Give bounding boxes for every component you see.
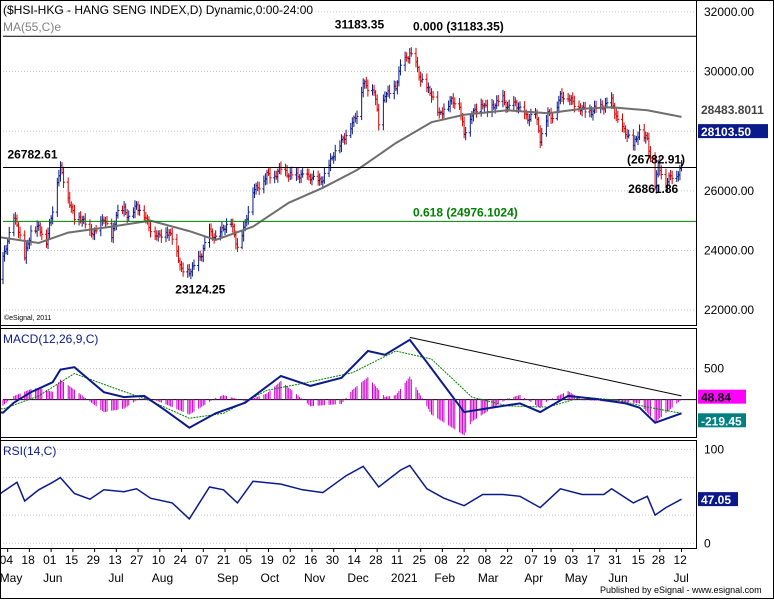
- x-tick-day: 30: [326, 553, 340, 567]
- macd-indicator-label: MACD(12,26,9,C): [3, 332, 98, 346]
- x-tick-day: 17: [587, 553, 601, 567]
- macd-panel: MACD(12,26,9,C): [0, 332, 682, 436]
- hline-label-1: (26782.91): [627, 152, 685, 166]
- x-tick-day: 25: [413, 553, 427, 567]
- price-annotation: 26861.86: [628, 182, 678, 196]
- x-tick-day: 28: [369, 553, 383, 567]
- macd-tag-signal-bg: [698, 389, 746, 404]
- macd-line: [0, 338, 682, 429]
- x-tick-day: 29: [87, 553, 101, 567]
- rsi-tag: 47.05: [701, 493, 731, 507]
- x-tick-month: Jun: [608, 571, 627, 585]
- x-tick-month: Nov: [304, 571, 325, 585]
- price-ytick-label: 26000.00: [704, 184, 754, 198]
- x-tick-day: 19: [260, 553, 274, 567]
- x-tick-month: Jul: [108, 571, 123, 585]
- x-tick-month: Feb: [434, 571, 455, 585]
- price-tag-close: 28103.50: [701, 125, 751, 139]
- x-tick-day: 22: [500, 553, 514, 567]
- x-tick-day: 02: [282, 553, 296, 567]
- x-tick-month: Sep: [217, 571, 239, 585]
- macd-ytick-label: 500: [704, 361, 724, 375]
- x-tick-day: 21: [217, 553, 231, 567]
- axis-layer: 22000.0024000.0026000.0028000.0030000.00…: [0, 5, 768, 585]
- macd-tag-macd-bg: [698, 413, 746, 428]
- x-tick-day: 19: [543, 553, 557, 567]
- ma-indicator-label: MA(55,C)e: [3, 20, 61, 34]
- x-tick-day: 27: [130, 553, 144, 567]
- x-tick-month: Dec: [347, 571, 368, 585]
- x-tick-day: 22: [456, 553, 470, 567]
- x-tick-day: 07: [195, 553, 209, 567]
- x-tick-month: May: [565, 571, 588, 585]
- rsi-tag-bg: [698, 492, 738, 507]
- rsi-ytick-label: 100: [704, 442, 724, 456]
- x-tick-month: Apr: [524, 571, 543, 585]
- x-tick-day: 05: [239, 553, 253, 567]
- rsi-panel: RSI(14,C): [0, 444, 682, 521]
- x-tick-day: 07: [524, 553, 538, 567]
- price-ytick-label: 30000.00: [704, 65, 754, 79]
- x-tick-day: 16: [304, 553, 318, 567]
- x-tick-month: Aug: [152, 571, 173, 585]
- ma55-line: [0, 106, 682, 245]
- rsi-indicator-label: RSI(14,C): [3, 444, 56, 458]
- price-chart-title: ($HSI-HKG - HANG SENG INDEX,D) Dynamic,0…: [3, 3, 313, 17]
- price-ytick-label: 32000.00: [704, 5, 754, 19]
- x-tick-month: Jun: [43, 571, 62, 585]
- price-ytick-label: 24000.00: [704, 243, 754, 257]
- x-tick-day: 28: [652, 553, 666, 567]
- x-tick-day: 12: [673, 553, 687, 567]
- price-tag-close-bg: [698, 124, 768, 139]
- macd-tag-macd: -219.45: [701, 414, 742, 428]
- hline-label-0: 0.000 (31183.35): [413, 19, 504, 33]
- x-tick-day: 08: [434, 553, 448, 567]
- price-panel: 0.000 (31183.35) (26782.91) 0.618 (24976.1…: [0, 3, 697, 322]
- x-tick-month: May: [0, 571, 22, 585]
- rsi-ytick-label: 0: [704, 536, 711, 550]
- price-annotation: 26782.61: [7, 147, 57, 161]
- hline-label-2: 0.618 (24976.1024): [413, 205, 518, 219]
- macd-trendline: [409, 336, 682, 397]
- x-tick-month: Mar: [478, 571, 499, 585]
- x-tick-month: Jul: [673, 571, 688, 585]
- x-tick-day: 08: [478, 553, 492, 567]
- x-tick-day: 11: [391, 553, 404, 567]
- price-ytick-label: 22000.00: [704, 303, 754, 317]
- macd-signal-line: [0, 350, 682, 419]
- x-tick-day: 15: [65, 553, 79, 567]
- x-tick-day: 24: [174, 553, 188, 567]
- x-tick-day: 31: [608, 553, 622, 567]
- macd-tag-signal: 48.84: [701, 391, 731, 405]
- price-annotation: 31183.35: [335, 17, 385, 31]
- x-tick-day: 14: [347, 553, 361, 567]
- grid-layer: [3, 11, 697, 544]
- rsi-line: [0, 464, 682, 521]
- x-tick-day: 03: [565, 553, 579, 567]
- price-tag-ma-bg: [698, 101, 768, 116]
- price-tag-ma: 28483.8011: [701, 103, 764, 117]
- x-tick-month: Oct: [260, 571, 279, 585]
- x-tick-month: 2021: [391, 571, 418, 585]
- x-tick-day: 10: [152, 553, 166, 567]
- watermark: ©eSignal, 2011: [4, 314, 52, 322]
- x-tick-day: 13: [108, 553, 122, 567]
- x-tick-day: 01: [43, 553, 57, 567]
- panel-frame-1: [0, 328, 697, 438]
- x-tick-day: 18: [21, 553, 35, 567]
- price-annotation: 23124.25: [175, 283, 225, 297]
- x-tick-day: 15: [632, 553, 646, 567]
- panel-frame-0: [0, 0, 697, 326]
- footer-credit: Published by eSignal - www.esignal.com: [600, 585, 762, 595]
- x-tick-day: 04: [0, 553, 13, 567]
